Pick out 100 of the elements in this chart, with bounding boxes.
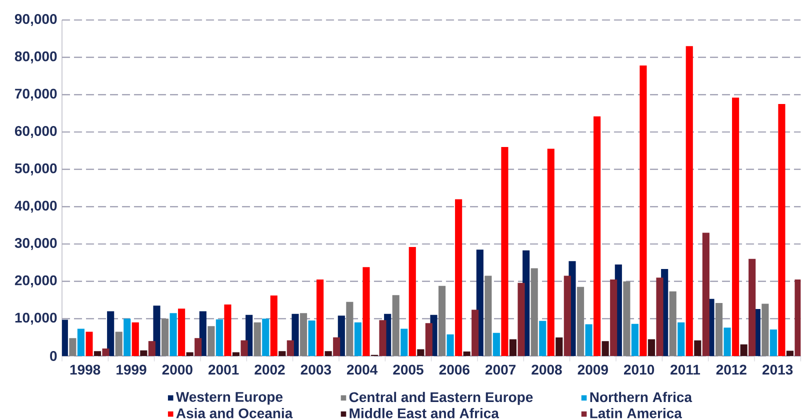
y-tick-label: 50,000: [14, 163, 57, 176]
bar: [547, 148, 554, 356]
bar: [438, 286, 446, 356]
bar: [186, 352, 194, 356]
bar: [308, 320, 316, 356]
bar: [140, 350, 148, 356]
bar: [564, 276, 571, 356]
bar: [362, 267, 370, 356]
legend-label: Latin America: [590, 408, 682, 418]
bar: [585, 324, 592, 356]
x-tick-label: 2011: [670, 364, 700, 375]
bar: [556, 337, 563, 356]
x-tick-label: 2002: [254, 364, 285, 375]
bar: [455, 199, 462, 356]
bar: [539, 320, 546, 356]
bar: [576, 286, 584, 356]
bar: [656, 278, 664, 356]
bar: [194, 338, 202, 356]
bar: [715, 302, 723, 356]
x-tick-label: 1999: [116, 364, 146, 375]
bar: [408, 246, 416, 356]
bar: [694, 340, 702, 356]
bar: [316, 279, 324, 356]
bar: [62, 320, 68, 356]
bar: [472, 310, 479, 356]
legend-label: Asia and Oceania: [176, 408, 293, 418]
bar: [417, 349, 424, 356]
bar: [400, 328, 408, 356]
y-tick-label: 60,000: [14, 126, 57, 138]
x-tick-label: 2003: [300, 364, 331, 375]
bar: [240, 340, 248, 356]
y-tick-label: 80,000: [14, 51, 57, 64]
bar: [762, 304, 769, 356]
bar: [509, 339, 517, 356]
bar: [669, 291, 676, 356]
bar: [778, 104, 786, 356]
y-tick-label: 90,000: [14, 14, 57, 26]
y-tick-label: 0: [50, 351, 57, 361]
x-tick-label: 2006: [439, 364, 470, 375]
legend-label: Western Europe: [176, 392, 283, 405]
bar: [286, 340, 294, 356]
x-tick-label: 2000: [162, 364, 192, 375]
x-tick-label: 2007: [485, 364, 516, 375]
x-tick-label: 2013: [762, 364, 793, 375]
bar: [270, 296, 278, 356]
y-tick-label: 40,000: [14, 200, 57, 213]
bar: [786, 350, 794, 356]
bar: [484, 276, 492, 356]
bar: [161, 318, 169, 356]
bar: [124, 318, 131, 356]
bar: [678, 322, 685, 356]
bar: [501, 146, 508, 356]
bar: [794, 279, 801, 356]
x-tick-label: 2005: [393, 364, 424, 375]
bar: [69, 338, 76, 356]
bar: [530, 268, 538, 356]
bar: [732, 98, 740, 356]
bar: [102, 348, 110, 356]
bar: [770, 329, 777, 356]
bar: [724, 328, 731, 356]
bar: [178, 308, 186, 356]
bar: [77, 328, 84, 356]
legend-label: Middle East and Africa: [350, 408, 500, 418]
bar: [610, 279, 618, 356]
bar: [216, 319, 223, 356]
bar: [94, 351, 102, 356]
x-tick-label: 2012: [716, 364, 746, 375]
bar: [518, 282, 525, 356]
x-tick-label: 2009: [578, 364, 608, 375]
bar: [324, 351, 332, 356]
y-tick-label: 10,000: [15, 312, 57, 325]
bar: [333, 337, 340, 356]
bar: [640, 66, 647, 356]
bar: [686, 46, 693, 356]
bar: [648, 339, 656, 356]
bar: [107, 311, 114, 356]
bar: [379, 320, 386, 356]
bar: [463, 352, 470, 356]
x-tick-label: 2008: [532, 364, 562, 375]
bar: [170, 313, 177, 356]
bar: [492, 332, 500, 356]
bar: [602, 341, 609, 356]
bar: [132, 322, 139, 356]
bar: [254, 322, 261, 356]
y-tick-label: 20,000: [14, 275, 57, 288]
bar: [446, 334, 454, 356]
x-tick-label: 2004: [346, 364, 378, 375]
bar: [300, 313, 308, 356]
bar: [623, 281, 630, 356]
bar: [262, 318, 270, 356]
x-tick-label: 2001: [208, 364, 239, 375]
bar: [232, 352, 240, 356]
bar: [740, 344, 748, 356]
bar: [224, 304, 232, 356]
bar: [86, 332, 93, 356]
legend-label: Northern Africa: [590, 392, 692, 402]
bar: [278, 351, 286, 356]
bar: [354, 322, 362, 356]
legend-label: Central and Eastern Europe: [349, 392, 533, 405]
bar: [748, 258, 756, 356]
